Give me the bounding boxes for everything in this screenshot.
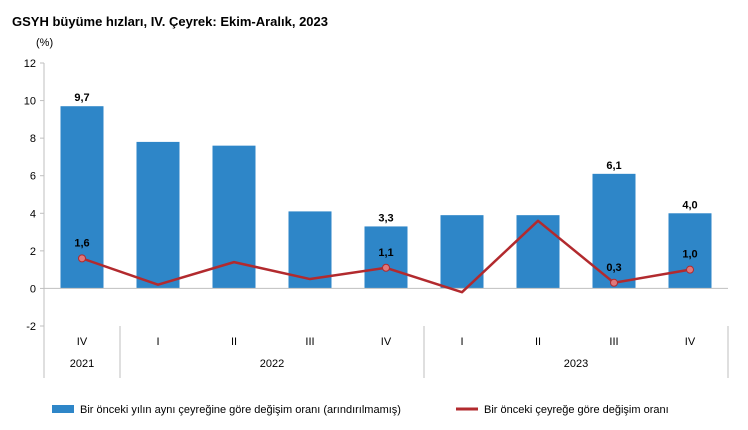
y-tick-label: 8 bbox=[30, 133, 36, 145]
x-tick-label: I bbox=[156, 336, 159, 348]
line-data-label: 1,0 bbox=[682, 249, 697, 261]
y-tick-label: 6 bbox=[30, 171, 36, 183]
x-tick-label: IV bbox=[77, 336, 88, 348]
bar-data-label: 4,0 bbox=[682, 199, 697, 211]
bar bbox=[364, 226, 408, 289]
x-tick-label: IV bbox=[381, 336, 392, 348]
bar-data-label: 9,7 bbox=[74, 92, 89, 104]
x-tick-label: IV bbox=[685, 336, 696, 348]
bar bbox=[136, 141, 180, 289]
chart-title: GSYH büyüme hızları, IV. Çeyrek: Ekim-Ar… bbox=[12, 14, 328, 29]
line-data-label: 0,3 bbox=[606, 262, 621, 274]
line-point bbox=[686, 265, 694, 274]
line-series: 1,6 1,1 0,3 1,0 bbox=[74, 219, 698, 294]
bar-data-label: 6,1 bbox=[606, 160, 621, 172]
y-tick-label: -2 bbox=[26, 321, 36, 333]
bar bbox=[516, 215, 560, 289]
x-tick-label: II bbox=[535, 336, 541, 348]
y-tick-label: 10 bbox=[24, 96, 36, 108]
bar-data-label: 3,3 bbox=[378, 212, 393, 224]
bar bbox=[668, 213, 712, 289]
y-tick-label: 4 bbox=[30, 208, 36, 220]
line-point bbox=[610, 278, 618, 287]
line-data-label: 1,1 bbox=[378, 247, 393, 259]
bar bbox=[592, 173, 636, 289]
year-label: 2022 bbox=[260, 358, 284, 370]
y-axis-unit: (%) bbox=[36, 37, 53, 49]
line-data-label: 1,6 bbox=[74, 237, 89, 249]
x-tick-label: III bbox=[609, 336, 618, 348]
x-tick-label: I bbox=[460, 336, 463, 348]
year-label: 2023 bbox=[564, 358, 588, 370]
line-point bbox=[78, 254, 86, 263]
bar bbox=[440, 215, 484, 289]
y-tick-label: 0 bbox=[30, 283, 36, 295]
y-tick-label: 12 bbox=[24, 58, 36, 70]
y-axis: -2 0 2 4 6 8 10 12 bbox=[24, 58, 45, 333]
legend-bar-label: Bir önceki yılın aynı çeyreğine göre değ… bbox=[80, 404, 401, 416]
legend-bar-swatch bbox=[52, 405, 74, 413]
x-tick-label: III bbox=[305, 336, 314, 348]
y-tick-label: 2 bbox=[30, 246, 36, 258]
legend: Bir önceki yılın aynı çeyreğine göre değ… bbox=[52, 404, 669, 416]
bar-series: 9,7 3,3 6,1 4,0 bbox=[44, 92, 728, 289]
year-label: 2021 bbox=[70, 358, 94, 370]
x-tick-label: II bbox=[231, 336, 237, 348]
line-point bbox=[382, 263, 390, 272]
legend-line-label: Bir önceki çeyreğe göre değişim oranı bbox=[484, 404, 669, 416]
